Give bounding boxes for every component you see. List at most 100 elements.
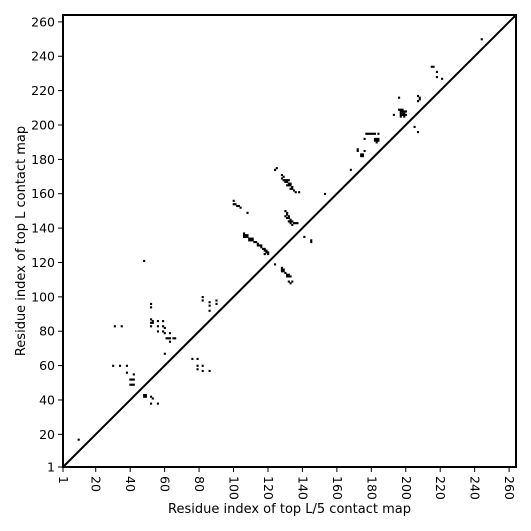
contact-point (215, 302, 218, 305)
contact-point (151, 397, 154, 400)
x-tick-label: 140 (295, 476, 310, 500)
contact-point (149, 302, 153, 305)
contact-point (260, 244, 263, 247)
contact-point (163, 332, 166, 335)
contact-point (242, 235, 246, 238)
contact-point (208, 304, 211, 307)
contact-point (413, 125, 416, 128)
x-tick-label: 60 (158, 476, 173, 492)
contact-point (196, 364, 199, 367)
contact-point (201, 369, 204, 373)
contact-point (201, 364, 204, 367)
x-tick-label: 120 (261, 476, 276, 500)
contact-point (143, 395, 146, 398)
contact-point (244, 234, 247, 237)
contact-point (260, 246, 263, 249)
x-tick-label: 240 (468, 476, 483, 500)
contact-point (144, 395, 147, 398)
contact-point (286, 211, 289, 214)
contact-point (286, 184, 289, 187)
contact-point (399, 115, 402, 118)
contact-point (375, 141, 378, 144)
contact-point (129, 378, 132, 381)
contact-point (287, 184, 290, 187)
contact-point (430, 65, 433, 68)
contact-point (298, 191, 301, 194)
contact-point (372, 132, 375, 135)
contact-point (392, 113, 395, 116)
contact-point (310, 241, 313, 244)
contact-point (273, 168, 277, 171)
contact-point (398, 96, 401, 99)
points-layer (77, 38, 483, 441)
contact-point (435, 76, 439, 79)
contact-point (404, 110, 408, 113)
y-tick-label: 80 (39, 324, 55, 339)
x-axis: 1 20 40 60 80 100 120 140 160 180 200 220 240 260 (56, 467, 517, 500)
contact-point (289, 184, 292, 187)
contact-point (287, 179, 290, 182)
contact-point (435, 70, 439, 73)
contact-point (232, 203, 235, 206)
contact-point (248, 239, 251, 242)
contact-point (251, 239, 254, 242)
contact-point (284, 210, 287, 213)
contact-point (125, 364, 128, 367)
x-tick-label: 80 (192, 476, 207, 492)
contact-point (236, 204, 239, 208)
y-tick-label: 1 (47, 460, 55, 475)
contact-point (215, 299, 218, 302)
contact-point (112, 364, 115, 367)
y-tick-label: 140 (31, 221, 55, 236)
x-tick-label: 220 (433, 476, 448, 500)
x-tick-label: 200 (399, 476, 414, 500)
y-tick-label: 60 (39, 358, 55, 373)
contact-point (234, 203, 237, 206)
contact-point (253, 241, 256, 244)
contact-point (246, 234, 249, 237)
contact-point (291, 280, 294, 283)
contact-point (373, 139, 377, 142)
contact-point (403, 115, 406, 118)
contact-point (401, 108, 404, 111)
contact-point (287, 216, 290, 220)
contact-point (151, 321, 154, 324)
contact-point (151, 320, 154, 323)
contact-point (163, 326, 166, 330)
contact-point (196, 357, 199, 360)
contact-point (172, 337, 175, 340)
contact-point (242, 234, 246, 237)
contact-point (167, 337, 170, 340)
x-tick-label: 180 (364, 476, 379, 500)
contact-point (165, 337, 168, 340)
diagonal-line (62, 14, 517, 468)
contact-point (418, 98, 421, 101)
contact-point (144, 393, 147, 397)
contact-point (201, 299, 204, 302)
contact-point (265, 251, 268, 254)
contact-point (291, 186, 294, 189)
contact-point (377, 132, 380, 135)
contact-point (248, 237, 251, 240)
y-tick-label: 180 (31, 152, 55, 167)
contact-point (296, 222, 299, 225)
contact-point (286, 180, 289, 183)
contact-point (363, 137, 366, 141)
contact-point (118, 364, 122, 367)
contact-point (208, 369, 211, 373)
contact-point (282, 270, 285, 273)
contact-point (310, 239, 313, 242)
contact-point (255, 241, 258, 244)
contact-point (282, 179, 285, 182)
contact-point (356, 148, 359, 151)
contact-point (356, 149, 359, 153)
contact-point (174, 337, 177, 340)
contact-point (261, 247, 265, 250)
contact-point (480, 38, 483, 41)
contact-point (256, 242, 259, 245)
contact-point (361, 155, 364, 158)
contact-point (162, 330, 165, 333)
contact-point (246, 235, 249, 238)
contact-point (401, 110, 404, 113)
contact-point (289, 275, 292, 278)
